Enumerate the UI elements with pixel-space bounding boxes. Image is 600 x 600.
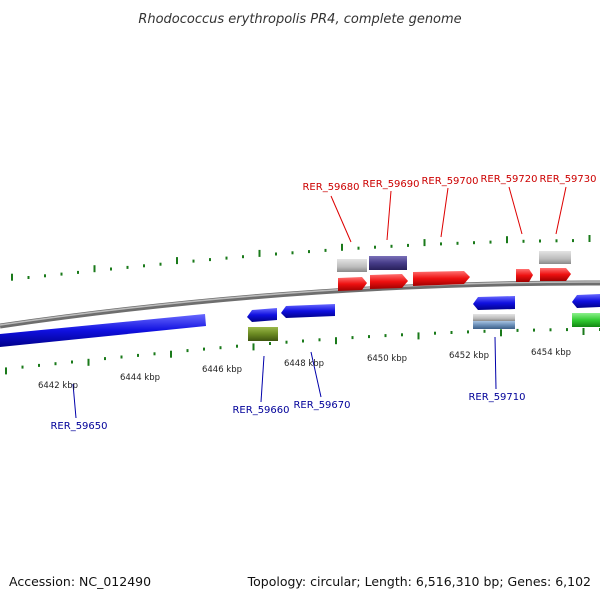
scale-label: 6454 kbp (531, 348, 571, 358)
feature-purple-rer-59690[interactable] (369, 256, 407, 270)
gene-rer-59710[interactable] (473, 296, 515, 310)
genome-summary-text: Topology: circular; Length: 6,516,310 bp… (247, 574, 591, 589)
scale-label: 6448 kbp (284, 359, 324, 369)
gene-rer-59660[interactable] (247, 308, 277, 322)
gene-label-rer-59700[interactable]: RER_59700 (421, 176, 478, 187)
gene-rer-59680[interactable] (338, 277, 367, 291)
gene-label-rer-59690[interactable]: RER_59690 (362, 179, 419, 190)
scale-label: 6452 kbp (449, 351, 489, 361)
gene-label-rer-59730[interactable]: RER_59730 (539, 174, 596, 185)
gene-rer-59730[interactable] (540, 268, 571, 281)
feature-olive-rer-59660[interactable] (248, 327, 278, 341)
tick-row-top (11, 235, 591, 281)
accession-text: Accession: NC_012490 (9, 574, 151, 589)
feature-grey-rer-59680[interactable] (337, 259, 367, 272)
gene-label-rer-59650[interactable]: RER_59650 (50, 421, 107, 432)
gene-label-rer-59680[interactable]: RER_59680 (302, 182, 359, 193)
label-leaders (72, 186, 567, 419)
gene-rer-59670[interactable] (281, 304, 335, 318)
gene-partial-right-blue[interactable] (572, 294, 600, 308)
tick-row-bottom (5, 328, 600, 375)
feature-grey-rer-59730[interactable] (539, 251, 571, 264)
gene-rer-59700[interactable] (413, 271, 470, 286)
scale-label: 6442 kbp (38, 381, 78, 391)
genome-backbone (0, 280, 600, 329)
gene-label-rer-59720[interactable]: RER_59720 (480, 174, 537, 185)
gene-rer-59690[interactable] (370, 274, 408, 289)
feature-grey-rer-59710[interactable] (473, 314, 515, 329)
scale-label: 6446 kbp (202, 365, 242, 375)
gene-rer-59650[interactable] (0, 314, 206, 347)
scale-label: 6450 kbp (367, 354, 407, 364)
gene-rer-59720[interactable] (516, 269, 533, 282)
scale-label: 6444 kbp (120, 373, 160, 383)
gene-label-rer-59710[interactable]: RER_59710 (468, 392, 525, 403)
gene-label-rer-59660[interactable]: RER_59660 (232, 405, 289, 416)
gene-label-rer-59670[interactable]: RER_59670 (293, 400, 350, 411)
feature-green-partial-right[interactable] (572, 313, 600, 327)
genome-title: Rhodococcus erythropolis PR4, complete g… (138, 12, 461, 27)
